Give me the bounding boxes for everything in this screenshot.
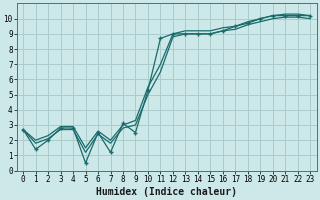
X-axis label: Humidex (Indice chaleur): Humidex (Indice chaleur)	[96, 186, 237, 197]
